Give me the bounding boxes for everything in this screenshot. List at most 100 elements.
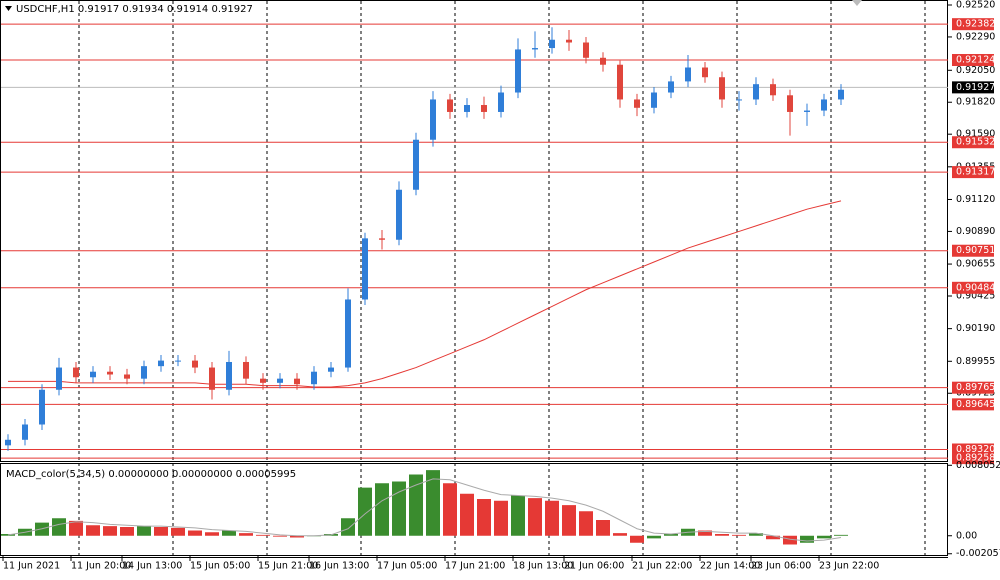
- candle-body: [379, 238, 385, 240]
- y-tick-label: 0.92050: [956, 65, 995, 76]
- y-tick-label: 0.0080524: [956, 460, 1000, 471]
- macd-bar: [171, 527, 185, 536]
- level-label: 0.89645: [956, 399, 995, 410]
- level-label-box: [952, 398, 994, 411]
- macd-bar: [817, 535, 831, 539]
- candle-body: [600, 57, 606, 65]
- candle-body: [192, 360, 198, 368]
- macd-bar: [783, 535, 797, 545]
- candle-body: [515, 49, 521, 93]
- macd-bar: [477, 499, 491, 536]
- candle-body: [532, 48, 538, 50]
- candle-body: [566, 39, 572, 43]
- macd-bar: [392, 481, 406, 536]
- level-label-box: [952, 281, 994, 294]
- level-label-box: [952, 244, 994, 257]
- macd-bar: [613, 533, 627, 536]
- level-label: 0.89258: [956, 453, 995, 464]
- level-label-box: [952, 18, 994, 31]
- macd-bar: [426, 470, 440, 536]
- level-label: 0.90484: [956, 282, 995, 293]
- macd-bar: [341, 518, 355, 536]
- candle-body: [5, 439, 11, 446]
- x-tick-label: 11 Jun 2021: [3, 561, 60, 572]
- x-tick-label: 17 Jun 05:00: [377, 561, 437, 572]
- y-tick-label: 0.00: [956, 530, 977, 541]
- candle-body: [583, 42, 589, 58]
- price-header: USDCHF,H1 0.91917 0.91934 0.91914 0.9192…: [16, 4, 253, 15]
- candle-body: [226, 361, 232, 390]
- macd-bar: [375, 483, 389, 536]
- candle-body: [260, 378, 266, 383]
- candle-body: [141, 366, 147, 379]
- candle-body: [668, 81, 674, 93]
- macd-bar: [511, 495, 525, 536]
- candle-body: [447, 99, 453, 112]
- candle-body: [481, 105, 487, 112]
- candle-body: [311, 371, 317, 385]
- macd-bar: [630, 535, 644, 543]
- macd-bar: [460, 493, 474, 536]
- macd-bar: [579, 511, 593, 536]
- candle-body: [634, 99, 640, 108]
- y-tick-label: 0.90890: [956, 226, 995, 237]
- macd-header: MACD_color(5,34,5) 0.00000000 0.00000000…: [6, 469, 296, 480]
- level-label: 0.90751: [956, 245, 995, 256]
- macd-bar: [528, 498, 542, 536]
- candle-body: [158, 360, 164, 367]
- macd-bar: [766, 535, 780, 540]
- y-tick-label: 0.90190: [956, 323, 995, 334]
- moving-average-line: [8, 200, 842, 388]
- candle-body: [362, 238, 368, 300]
- level-label: 0.91317: [956, 167, 995, 178]
- candle-body: [753, 84, 759, 100]
- candle-body: [702, 67, 708, 78]
- macd-bar: [273, 535, 287, 537]
- candle-body: [498, 92, 504, 112]
- x-tick-label: 21 Jun 06:00: [564, 561, 624, 572]
- candle-body: [209, 367, 215, 390]
- x-tick-label: 21 Jun 22:00: [632, 561, 692, 572]
- x-tick-label: 23 Jun 06:00: [751, 561, 811, 572]
- y-tick-label: 0.89955: [956, 356, 995, 367]
- candle-body: [821, 99, 827, 111]
- level-label: 0.91532: [956, 137, 995, 148]
- x-tick-label: 15 Jun 05:00: [190, 561, 250, 572]
- candle-body: [22, 424, 28, 440]
- macd-bar: [698, 530, 712, 536]
- macd-bar: [120, 527, 134, 536]
- macd-bar: [137, 526, 151, 536]
- macd-bar: [494, 500, 508, 536]
- macd-bar: [732, 534, 746, 536]
- candle-body: [651, 92, 657, 108]
- x-tick-label: 14 Jun 13:00: [122, 561, 182, 572]
- candle-body: [770, 84, 776, 96]
- candle-body: [107, 371, 113, 375]
- macd-bar: [86, 525, 100, 536]
- candle-body: [124, 374, 130, 379]
- level-label-box: [952, 136, 994, 149]
- candle-body: [617, 64, 623, 100]
- candle-body: [73, 367, 79, 378]
- x-tick-label: 23 Jun 22:00: [819, 561, 879, 572]
- y-tick-label: 0.92520: [956, 0, 995, 11]
- candle-body: [413, 139, 419, 190]
- candle-body: [345, 299, 351, 368]
- level-label-box: [952, 452, 994, 465]
- candle-body: [294, 378, 300, 385]
- macd-bar: [562, 505, 576, 536]
- candle-body: [277, 378, 283, 383]
- menu-arrow[interactable]: [5, 6, 12, 11]
- macd-bar: [443, 483, 457, 536]
- x-tick-label: 17 Jun 21:00: [445, 561, 505, 572]
- level-label: 0.89765: [956, 382, 995, 393]
- y-tick-label: 0.91590: [956, 129, 995, 140]
- macd-bar: [834, 534, 848, 536]
- macd-bar: [545, 500, 559, 536]
- candle-body: [328, 367, 334, 372]
- candle-body: [430, 99, 436, 140]
- last-price-box: [952, 81, 994, 94]
- macd-panel-frame: [0, 463, 948, 556]
- shift-marker: [852, 0, 862, 6]
